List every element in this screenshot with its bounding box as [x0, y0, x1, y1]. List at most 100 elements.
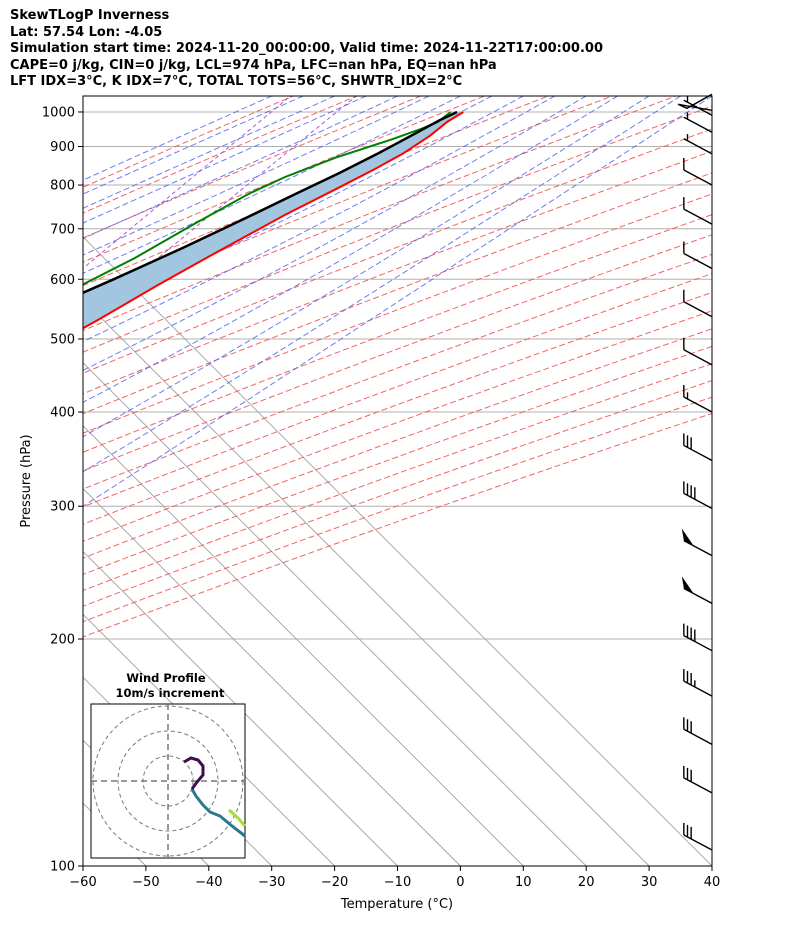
axis-ticks-layer: −60 −50 −40 −30 −20 −10 0 10 20 30 40 100 200 300 400 5… — [42, 105, 720, 890]
isotherm-line — [83, 236, 712, 866]
barb-pennant — [681, 528, 693, 545]
x-tick-label: 20 — [578, 875, 595, 890]
y-tick-label: 600 — [50, 273, 75, 288]
y-tick-label: 500 — [50, 332, 75, 347]
y-tick-label: 100 — [50, 860, 75, 875]
y-tick-label: 1000 — [42, 105, 75, 120]
barb-shaft — [683, 349, 713, 366]
wind-barb — [683, 481, 713, 510]
calm-barb — [677, 93, 713, 111]
barb-shaft — [683, 834, 713, 851]
wind-barb — [683, 337, 713, 366]
moist-adiabat — [83, 96, 461, 274]
dry-adiabat — [83, 396, 712, 623]
x-tick-label: −60 — [69, 875, 96, 890]
location-line: Lat: 57.54 Lon: -4.05 — [10, 24, 163, 40]
moist-adiabat — [83, 96, 618, 403]
wind-barb — [683, 158, 713, 186]
barb-shaft — [683, 169, 713, 186]
isotherm-line — [83, 550, 398, 866]
wind-barb — [683, 384, 713, 413]
hodograph-trace — [190, 788, 246, 838]
hodograph-trace — [228, 808, 247, 827]
dry-adiabat — [83, 234, 712, 472]
chart-header: SkewTLogP Inverness Lat: 57.54 Lon: -4.0… — [10, 8, 603, 91]
x-tick-label: −40 — [195, 875, 222, 890]
hodograph-trace — [183, 756, 205, 790]
barb-shaft — [683, 208, 713, 225]
wind-barb — [677, 93, 713, 111]
inset-subtitle: 10m/s increment — [116, 686, 225, 700]
cape-shading-layer — [83, 112, 464, 329]
moist-adiabat — [83, 96, 304, 195]
dry-adiabat — [83, 253, 712, 490]
inset-content — [91, 704, 247, 858]
dry-adiabat — [83, 273, 712, 508]
y-tick-label: 900 — [50, 140, 75, 155]
wind-profile-inset: Wind Profile 10m/s increment — [90, 671, 247, 859]
x-tick-label: 10 — [515, 875, 532, 890]
profile-lines-layer — [83, 110, 464, 330]
y-tick-label: 200 — [50, 633, 75, 648]
moist-adiabat — [83, 96, 524, 317]
barb-shaft — [683, 138, 713, 155]
wind-barb — [683, 134, 713, 155]
y-axis-label: Pressure (hPa) — [19, 434, 34, 527]
x-tick-label: 30 — [641, 875, 658, 890]
hodograph-ring — [117, 730, 219, 832]
wind-barb — [683, 822, 713, 851]
dry-adiabat — [83, 128, 712, 374]
barb-shaft — [683, 539, 713, 557]
isotherm-line — [83, 362, 587, 866]
isotherm-line — [83, 299, 650, 866]
dry-adiabat — [83, 96, 677, 332]
mixing-ratio-line — [131, 96, 357, 280]
barb-shaft — [683, 635, 713, 652]
wind-barb — [683, 289, 713, 318]
dry-adiabat — [83, 96, 294, 188]
moist-adiabat — [83, 96, 556, 343]
wind-barbs-layer — [677, 93, 713, 851]
dry-adiabat — [83, 105, 712, 353]
barb-shaft — [683, 680, 713, 697]
isotherm-line — [83, 487, 461, 866]
barb-shaft — [683, 116, 713, 133]
parcel-line — [83, 110, 458, 295]
barb-shaft — [683, 444, 713, 462]
moist-adiabat — [83, 96, 367, 224]
dry-adiabat — [83, 328, 712, 559]
moist-adiabat — [83, 96, 272, 181]
dewpoint-line — [83, 111, 452, 286]
dry-adiabat — [83, 345, 712, 575]
barb-shaft — [683, 587, 713, 604]
barb-shaft — [683, 777, 713, 794]
wind-barb — [681, 576, 713, 604]
barb-shaft — [683, 252, 713, 270]
y-tick-label: 800 — [50, 179, 75, 194]
moist-adiabat — [83, 96, 493, 294]
barb-shaft — [683, 492, 713, 510]
wind-barb — [683, 433, 713, 462]
isotherm-line — [0, 96, 20, 866]
x-tick-label: −30 — [258, 875, 285, 890]
isotherm-line — [83, 425, 524, 866]
dry-adiabat — [83, 96, 549, 287]
barb-shaft — [683, 301, 713, 318]
x-axis-label: Temperature (°C) — [340, 897, 453, 912]
x-tick-label: −20 — [321, 875, 348, 890]
wind-barb — [683, 669, 713, 697]
y-tick-label: 700 — [50, 222, 75, 237]
barb-pennant — [681, 576, 693, 593]
wind-barb — [683, 717, 713, 745]
dry-adiabat — [83, 380, 712, 607]
wind-barb — [683, 623, 713, 652]
isotherm-line — [83, 865, 84, 866]
x-tick-label: 40 — [704, 875, 721, 890]
wind-barb — [683, 241, 713, 270]
time-line: Simulation start time: 2024-11-20_00:00:… — [10, 41, 603, 56]
chart-title: SkewTLogP Inverness — [10, 8, 170, 23]
moist-adiabat — [83, 96, 398, 240]
barb-shaft — [683, 396, 713, 413]
moist-adiabat — [83, 96, 681, 473]
wind-barb — [683, 197, 713, 225]
